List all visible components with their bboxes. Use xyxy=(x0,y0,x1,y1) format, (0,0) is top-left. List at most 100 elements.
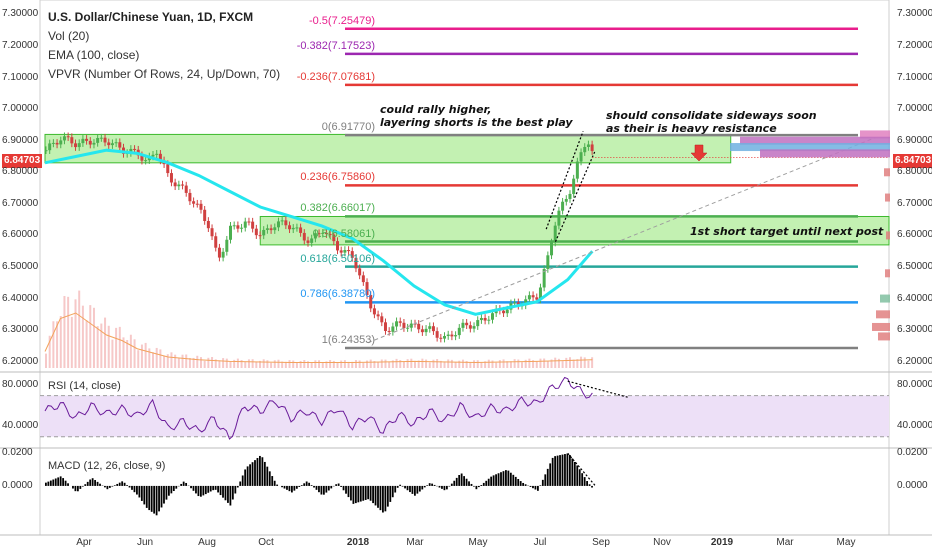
macd-histogram-bar xyxy=(509,472,512,486)
macd-histogram-bar xyxy=(418,485,421,492)
volume-bar xyxy=(56,321,59,368)
candle-body xyxy=(406,327,410,329)
candle-body xyxy=(568,193,572,199)
rsi-pane-label[interactable]: RSI (14, close) xyxy=(48,380,121,392)
rally-note-line2: layering shorts is the best play xyxy=(380,116,573,129)
macd-histogram-bar xyxy=(236,485,239,488)
candle-body xyxy=(217,247,221,258)
vpvr-indicator-label[interactable]: VPVR (Number Of Rows, 24, Up/Down, 70) xyxy=(48,67,281,81)
candle-body xyxy=(350,251,354,258)
volume-bar xyxy=(332,360,335,368)
candle-body xyxy=(472,326,476,329)
volume-profile-bar xyxy=(878,332,890,341)
volume-bar xyxy=(461,359,464,368)
x-axis-tick-label: Apr xyxy=(76,537,92,548)
candle-body xyxy=(199,203,203,210)
volume-bar xyxy=(107,325,110,368)
macd-histogram-bar xyxy=(564,454,566,486)
rally-channel-upper xyxy=(545,131,584,230)
volume-bar xyxy=(465,361,468,368)
macd-histogram-bar xyxy=(300,485,303,486)
candle-body xyxy=(524,299,528,306)
symbol-title[interactable]: U.S. Dollar/Chinese Yuan, 1D, FXCM xyxy=(48,10,254,24)
macd-histogram-bar xyxy=(448,485,451,487)
y-axis-tick-label: 6.90000 xyxy=(897,134,932,146)
macd-histogram-bar xyxy=(537,485,539,491)
candle-body xyxy=(550,242,554,256)
ema-indicator-label[interactable]: EMA (100, close) xyxy=(48,48,140,62)
volume-bar xyxy=(432,359,435,368)
candle-body xyxy=(376,314,380,317)
volume-bar xyxy=(369,359,372,368)
y-axis-tick-label: 0.0200 xyxy=(2,447,33,459)
macd-histogram-bar xyxy=(121,481,124,486)
volume-bar xyxy=(233,359,236,368)
candle-body xyxy=(48,143,52,151)
volume-bar xyxy=(225,358,228,368)
volume-bar xyxy=(517,359,520,368)
volume-indicator-label[interactable]: Vol (20) xyxy=(48,29,90,43)
volume-bar xyxy=(211,357,214,368)
x-axis-tick-label: Jul xyxy=(533,537,547,548)
macd-histogram-bar xyxy=(441,485,443,489)
macd-histogram-bar xyxy=(453,480,456,486)
candle-body xyxy=(110,143,114,146)
candle-body xyxy=(269,228,273,231)
macd-histogram-bar xyxy=(192,485,195,491)
volume-bar xyxy=(480,362,483,368)
macd-pane-label[interactable]: MACD (12, 26, close, 9) xyxy=(48,460,166,472)
y-axis-tick-label: 6.60000 xyxy=(897,229,932,241)
x-axis-tick-label: Aug xyxy=(198,537,216,548)
candle-body xyxy=(317,233,321,235)
macd-histogram-bar xyxy=(45,482,47,486)
x-axis-tick-label: Mar xyxy=(406,537,424,548)
volume-bar xyxy=(351,361,354,368)
macd-histogram-bar xyxy=(529,485,532,487)
macd-histogram-bar xyxy=(298,485,301,487)
macd-histogram-bar xyxy=(217,485,219,493)
candle-body xyxy=(372,308,376,315)
volume-bar xyxy=(506,361,509,368)
candle-body xyxy=(557,210,561,226)
candle-body xyxy=(572,178,576,194)
macd-histogram-bar xyxy=(443,485,446,491)
volume-bar xyxy=(188,357,191,368)
volume-bar xyxy=(48,335,51,368)
candle-body xyxy=(236,225,240,229)
candle-body xyxy=(133,148,137,150)
macd-histogram-bar xyxy=(106,485,109,490)
macd-histogram-bar xyxy=(487,478,490,486)
macd-histogram-bar xyxy=(534,485,537,490)
volume-bar xyxy=(155,347,158,368)
volume-bar xyxy=(45,353,47,368)
macd-histogram-bar xyxy=(475,485,478,490)
macd-histogram-bar xyxy=(359,485,362,502)
volume-bar xyxy=(366,360,369,368)
volume-bar xyxy=(450,359,453,368)
candle-body xyxy=(284,220,288,226)
volume-bar xyxy=(181,354,184,368)
candle-body xyxy=(188,192,192,202)
candle-body xyxy=(354,257,358,269)
volume-bar xyxy=(174,354,177,368)
macd-histogram-bar xyxy=(350,485,352,501)
macd-histogram-bar xyxy=(445,485,448,490)
macd-histogram-bar xyxy=(283,485,286,489)
candle-body xyxy=(487,319,491,321)
volume-bar xyxy=(528,358,531,368)
volume-bar xyxy=(484,361,487,368)
macd-histogram-bar xyxy=(362,485,365,501)
macd-histogram-bar xyxy=(320,485,323,495)
candle-body xyxy=(155,153,159,155)
candle-body xyxy=(77,143,81,148)
macd-histogram-bar xyxy=(514,476,517,486)
macd-histogram-bar xyxy=(163,485,165,504)
volume-bar xyxy=(126,340,129,368)
macd-histogram-bar xyxy=(175,485,178,489)
macd-histogram-bar xyxy=(172,485,175,492)
macd-histogram-bar xyxy=(315,485,318,490)
volume-bar xyxy=(199,357,202,368)
volume-bar xyxy=(557,358,560,368)
candle-body xyxy=(313,233,317,239)
candle-body xyxy=(306,240,310,243)
